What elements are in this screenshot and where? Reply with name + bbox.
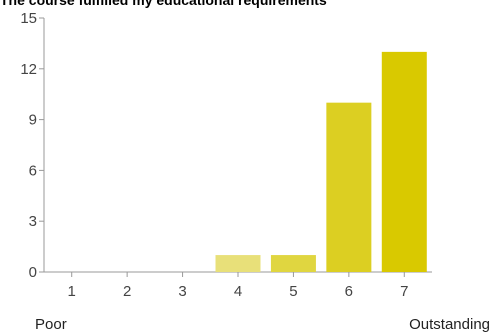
- x-tick-label: 2: [123, 283, 131, 300]
- y-tick-label: 15: [20, 10, 37, 27]
- x-tick-label: 7: [400, 283, 408, 300]
- x-tick-label: 6: [345, 283, 353, 300]
- y-tick-label: 0: [29, 264, 37, 281]
- bar-5: [270, 255, 316, 272]
- scale-high-label: Outstanding: [409, 316, 490, 333]
- bar-4: [215, 255, 261, 272]
- scale-low-label: Poor: [35, 316, 67, 333]
- bar-7: [381, 51, 427, 272]
- x-tick-label: 4: [234, 283, 242, 300]
- y-axis: 0 3 6 9 12 15: [20, 10, 45, 281]
- chart-title: The course fulfilled my educational requ…: [0, 0, 327, 8]
- x-axis: 1 2 3 4 5 6 7: [44, 271, 432, 300]
- x-tick-label: 5: [289, 283, 297, 300]
- y-tick-label: 12: [20, 61, 37, 78]
- y-tick-label: 3: [29, 213, 37, 230]
- x-tick-label: 3: [178, 283, 186, 300]
- x-tick-label: 1: [68, 283, 76, 300]
- bars: [215, 51, 427, 273]
- y-tick-label: 9: [29, 112, 37, 129]
- y-tick-label: 6: [29, 162, 37, 179]
- bar-6: [326, 102, 372, 273]
